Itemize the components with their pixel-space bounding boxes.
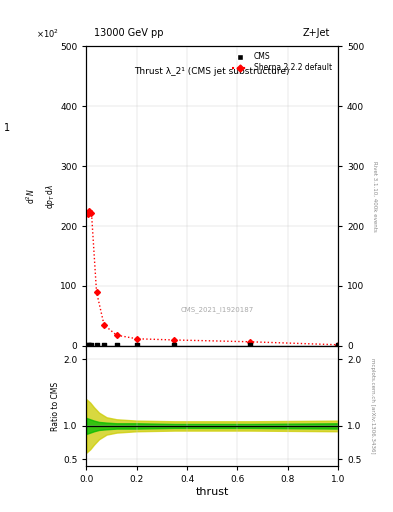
Y-axis label: $\mathrm{d}^2N$
$\mathrm{d}p_T\,\mathrm{d}\lambda$: $\mathrm{d}^2N$ $\mathrm{d}p_T\,\mathrm{…: [25, 183, 57, 208]
Text: 1: 1: [4, 123, 10, 133]
Point: [171, 341, 178, 349]
Text: Z+Jet: Z+Jet: [303, 28, 330, 38]
Point: [247, 341, 253, 349]
Point: [134, 341, 140, 349]
Point: [84, 341, 91, 349]
Y-axis label: Ratio to CMS: Ratio to CMS: [51, 381, 60, 431]
Legend: CMS, Sherpa 2.2.2 default: CMS, Sherpa 2.2.2 default: [230, 50, 334, 75]
Point: [86, 341, 92, 349]
X-axis label: thrust: thrust: [196, 487, 229, 497]
Point: [335, 341, 341, 349]
Text: Thrust λ_2¹ (CMS jet substructure): Thrust λ_2¹ (CMS jet substructure): [134, 67, 290, 76]
Text: 13000 GeV pp: 13000 GeV pp: [94, 28, 164, 38]
Point: [101, 341, 107, 349]
Text: CMS_2021_I1920187: CMS_2021_I1920187: [181, 307, 254, 313]
Y-axis label: mcplots.cern.ch [arXiv:1306.3436]: mcplots.cern.ch [arXiv:1306.3436]: [370, 358, 375, 454]
Text: $\times 10^2$: $\times 10^2$: [36, 28, 59, 40]
Point: [114, 341, 120, 349]
Y-axis label: Rivet 3.1.10, 400k events: Rivet 3.1.10, 400k events: [373, 161, 378, 231]
Point: [88, 341, 95, 349]
Point: [94, 341, 100, 349]
